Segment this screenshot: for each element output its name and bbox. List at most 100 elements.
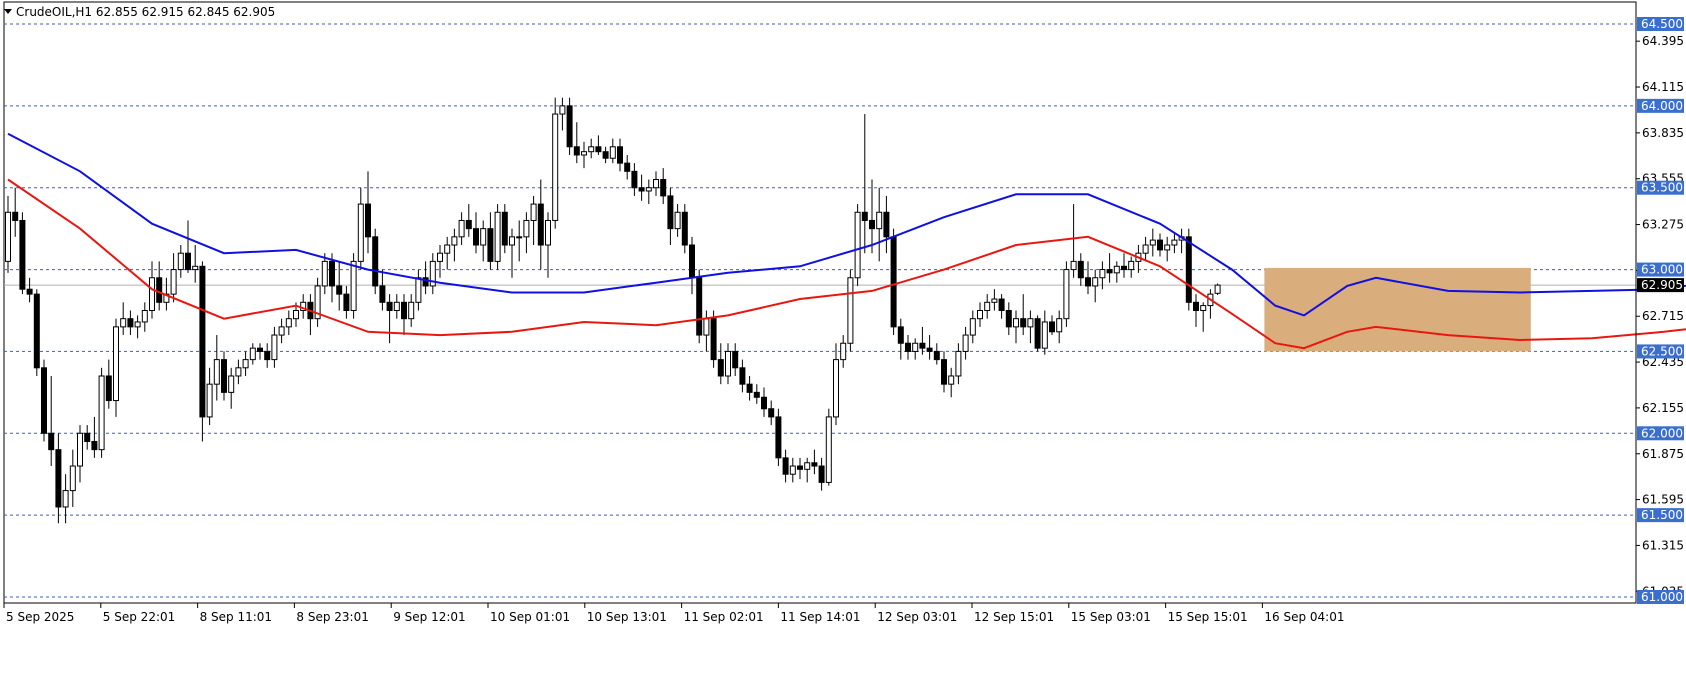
candle <box>876 187 883 262</box>
current-price-label: 62.905 <box>1641 278 1683 292</box>
candle-body <box>1092 277 1099 287</box>
candle <box>429 253 436 295</box>
candle-body <box>1214 284 1221 294</box>
candle-body <box>141 310 148 323</box>
candle <box>1013 310 1019 344</box>
candle <box>962 326 969 360</box>
y-tick-label: 63.275 <box>1642 218 1684 232</box>
candle-body <box>804 462 811 470</box>
level-label-bg <box>1637 426 1684 441</box>
candle-body <box>1157 239 1163 251</box>
level-label: 61.500 <box>1641 508 1683 522</box>
candle-body <box>811 462 818 467</box>
candle <box>761 387 767 417</box>
candle-body <box>926 347 933 352</box>
candle-body <box>818 465 825 483</box>
candle-body <box>1027 318 1034 328</box>
candle-body <box>213 359 220 385</box>
candle <box>847 269 854 352</box>
chevron-down-icon[interactable] <box>4 9 12 14</box>
candle-body <box>782 457 789 475</box>
candle <box>1113 261 1120 283</box>
candle <box>696 269 703 344</box>
y-tick-label: 64.115 <box>1642 80 1684 94</box>
candle <box>437 245 443 278</box>
candle-body <box>948 375 955 385</box>
candle-body <box>134 321 141 328</box>
candle <box>48 375 55 467</box>
price-axis: 64.39564.11563.83563.55563.27562.99562.7… <box>1635 2 1684 604</box>
candle-body <box>249 347 256 361</box>
candle <box>393 294 400 319</box>
candle-body <box>357 203 364 262</box>
x-tick-label: 15 Sep 03:01 <box>1071 610 1151 624</box>
candle <box>717 343 724 385</box>
candle-body <box>465 219 472 230</box>
candle-body <box>912 342 919 352</box>
candle <box>991 289 998 311</box>
level-label-bg <box>1637 590 1684 604</box>
candle <box>1085 261 1091 295</box>
candle <box>854 204 861 286</box>
candle-body <box>1113 265 1120 274</box>
candle-body <box>1085 277 1091 287</box>
candle <box>1164 236 1171 262</box>
candle-body <box>408 301 415 320</box>
candle <box>12 187 19 237</box>
candle-body <box>624 162 631 172</box>
x-tick-label: 15 Sep 15:01 <box>1168 610 1248 624</box>
candle <box>537 179 544 270</box>
candle <box>343 285 350 319</box>
candle <box>307 294 314 336</box>
candle <box>1005 302 1012 336</box>
candle-body <box>192 265 199 271</box>
candle-body <box>185 252 191 271</box>
candle-body <box>494 211 501 262</box>
candle-body <box>55 449 62 508</box>
candle-body <box>653 179 659 189</box>
x-tick-label: 12 Sep 03:01 <box>877 610 957 624</box>
candle <box>365 171 371 254</box>
candle-body <box>739 367 746 385</box>
level-label-bg <box>1637 180 1684 195</box>
candle <box>199 261 206 442</box>
candle <box>314 277 321 327</box>
candle-body <box>271 334 278 361</box>
candle <box>933 343 940 365</box>
candle <box>595 135 602 155</box>
candle-body <box>775 416 782 459</box>
candle-body <box>1034 318 1041 349</box>
candle <box>379 269 386 311</box>
x-tick-label: 10 Sep 13:01 <box>587 610 667 624</box>
candle <box>1214 283 1221 295</box>
candle-body <box>285 318 292 328</box>
candle-body <box>48 432 55 451</box>
candle <box>775 408 782 467</box>
candle <box>1056 310 1063 344</box>
candle <box>530 195 537 246</box>
candle-body <box>329 260 335 287</box>
candle <box>487 212 494 270</box>
candle <box>624 154 631 180</box>
candle <box>41 359 47 442</box>
level-label: 61.000 <box>1641 590 1683 604</box>
candle <box>278 318 285 344</box>
x-tick-label: 11 Sep 14:01 <box>780 610 860 624</box>
candle-body <box>545 219 551 246</box>
candle <box>926 335 933 360</box>
candle <box>746 375 753 401</box>
candle <box>55 433 62 524</box>
candle <box>710 310 717 368</box>
candle <box>177 245 184 278</box>
candle-body <box>401 301 407 320</box>
y-tick-label: 64.395 <box>1642 34 1684 48</box>
candle-body <box>1013 318 1019 328</box>
candle-body <box>501 211 508 246</box>
candle-body <box>703 318 710 336</box>
candle <box>1193 294 1199 327</box>
level-label-bg <box>1637 17 1684 31</box>
candle <box>213 335 220 401</box>
level-label: 63.500 <box>1641 181 1683 195</box>
candle-body <box>221 359 227 393</box>
